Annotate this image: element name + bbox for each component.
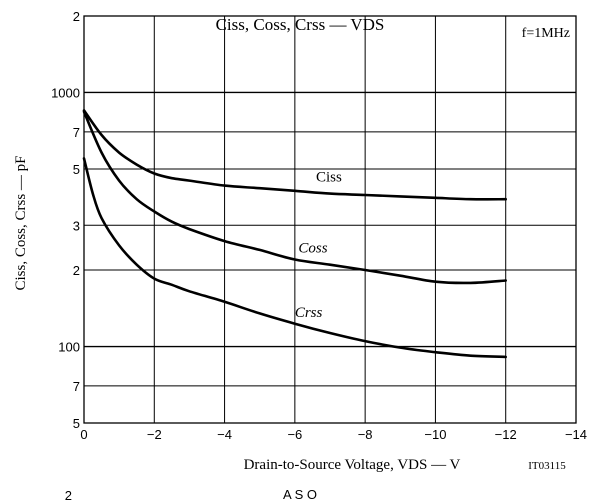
y-tick-label: 5 — [73, 416, 80, 431]
x-tick-label: −4 — [217, 427, 232, 442]
series-crss-line — [82, 157, 507, 359]
series-coss-label: Coss — [298, 241, 327, 257]
x-tick-label: −2 — [147, 427, 162, 442]
tick-labels: 0 −2 −4 −6 −8 −10 −12 −14 2 1000 7 5 3 2 100 7 5 — [51, 9, 587, 442]
series-coss-line — [82, 110, 507, 285]
y-tick-label: 7 — [73, 125, 80, 140]
frequency-annotation: f=1MHz — [522, 26, 570, 41]
y-tick-label: 1000 — [51, 85, 80, 100]
series-ciss-label: Ciss — [316, 170, 342, 186]
curves: Ciss Coss Crss — [82, 109, 507, 359]
plot-frame — [83, 15, 577, 424]
x-tick-label: −10 — [424, 427, 446, 442]
series-ciss-line — [82, 109, 507, 201]
next-chart-title: A S O — [283, 487, 317, 502]
x-tick-label: −12 — [495, 427, 517, 442]
x-tick-label: −8 — [358, 427, 373, 442]
y-tick-label: 2 — [73, 263, 80, 278]
x-tick-label: −6 — [287, 427, 302, 442]
grid — [83, 15, 577, 424]
series-crss-label: Crss — [295, 305, 323, 321]
x-tick-label: −14 — [565, 427, 587, 442]
y-tick-label: 2 — [73, 9, 80, 24]
x-axis-label: Drain-to-Source Voltage, VDS — V — [244, 457, 461, 473]
y-tick-label: 100 — [58, 340, 80, 355]
y-tick-label: 7 — [73, 379, 80, 394]
figure-code: IT03115 — [528, 460, 566, 472]
x-tick-label: 0 — [80, 427, 87, 442]
y-tick-label: 3 — [73, 218, 80, 233]
next-chart-tick: 2 — [65, 488, 72, 503]
y-tick-label: 5 — [73, 162, 80, 177]
chart-title: Ciss, Coss, Crss — VDS — [216, 15, 385, 34]
y-axis-label: Ciss, Coss, Crss — pF — [13, 155, 29, 290]
